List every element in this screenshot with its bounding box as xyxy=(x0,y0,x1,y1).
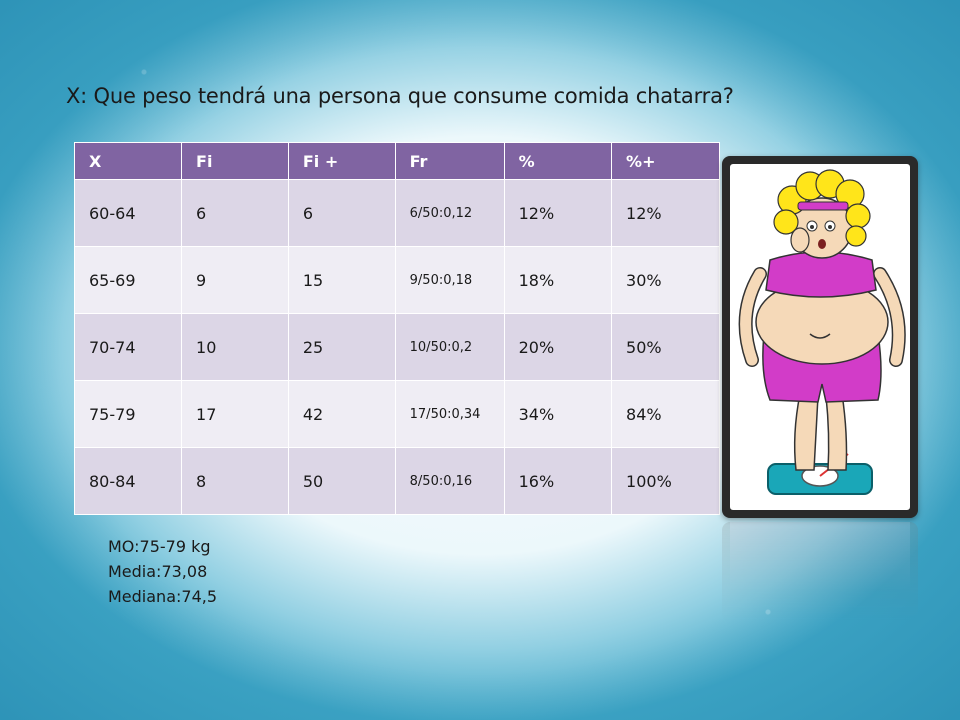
table-row: 65-69 9 15 9/50:0,18 18% 30% xyxy=(73,246,720,314)
table-row: 60-64 6 6 6/50:0,12 12% 12% xyxy=(73,179,720,247)
cell-percent-acum: 12% xyxy=(611,179,720,247)
cell-x: 60-64 xyxy=(73,179,183,247)
cell-fr: 9/50:0,18 xyxy=(394,246,505,314)
cell-x: 80-84 xyxy=(73,447,183,515)
table-row: 75-79 17 42 17/50:0,34 34% 84% xyxy=(73,380,720,448)
table-row: 80-84 8 50 8/50:0,16 16% 100% xyxy=(73,447,720,515)
cell-x: 75-79 xyxy=(73,380,183,448)
header-fr: Fr xyxy=(394,142,505,180)
cell-percent: 18% xyxy=(503,246,613,314)
slide-title: X: Que peso tendrá una persona que consu… xyxy=(66,84,734,108)
cell-fi: 10 xyxy=(181,313,289,381)
cell-percent: 34% xyxy=(503,380,613,448)
cell-fi-acum: 42 xyxy=(287,380,396,448)
cell-fi-acum: 25 xyxy=(287,313,396,381)
cell-percent-acum: 50% xyxy=(611,313,720,381)
cell-fi-acum: 6 xyxy=(287,179,396,247)
header-x: X xyxy=(73,142,183,180)
cell-percent-acum: 100% xyxy=(611,447,720,515)
mean-text: Media:73,08 xyxy=(108,562,208,581)
cartoon-woman-on-scale-image xyxy=(730,164,910,510)
header-percent: % xyxy=(503,142,613,180)
cell-percent-acum: 30% xyxy=(611,246,720,314)
header-fi-acum: Fi + xyxy=(287,142,396,180)
summary-stats: MO:75-79 kg Media:73,08 Mediana:74,5 xyxy=(108,534,217,609)
mode-text: MO:75-79 kg xyxy=(108,537,211,556)
table-row: 70-74 10 25 10/50:0,2 20% 50% xyxy=(73,313,720,381)
cell-fr: 17/50:0,34 xyxy=(394,380,505,448)
cell-fi: 8 xyxy=(181,447,289,515)
cell-percent: 12% xyxy=(503,179,613,247)
cell-fi: 17 xyxy=(181,380,289,448)
cell-fi-acum: 50 xyxy=(287,447,396,515)
cell-fr: 6/50:0,12 xyxy=(394,179,505,247)
cartoon-woman-svg xyxy=(738,169,906,495)
frame-reflection xyxy=(722,522,918,622)
reflection-inner xyxy=(730,522,910,592)
cell-percent: 20% xyxy=(503,313,613,381)
cell-percent-acum: 84% xyxy=(611,380,720,448)
frequency-table: X Fi Fi + Fr % %+ 60-64 6 6 6/50:0,12 12… xyxy=(73,142,720,515)
cell-fr: 8/50:0,16 xyxy=(394,447,505,515)
table-header-row: X Fi Fi + Fr % %+ xyxy=(73,142,720,180)
cell-fi: 9 xyxy=(181,246,289,314)
header-fi: Fi xyxy=(181,142,289,180)
picture-frame xyxy=(722,156,918,518)
cell-fi-acum: 15 xyxy=(287,246,396,314)
cell-fi: 6 xyxy=(181,179,289,247)
median-text: Mediana:74,5 xyxy=(108,587,218,606)
cell-percent: 16% xyxy=(503,447,613,515)
cell-x: 65-69 xyxy=(73,246,183,314)
cell-x: 70-74 xyxy=(73,313,183,381)
header-percent-acum: %+ xyxy=(611,142,720,180)
cell-fr: 10/50:0,2 xyxy=(394,313,505,381)
